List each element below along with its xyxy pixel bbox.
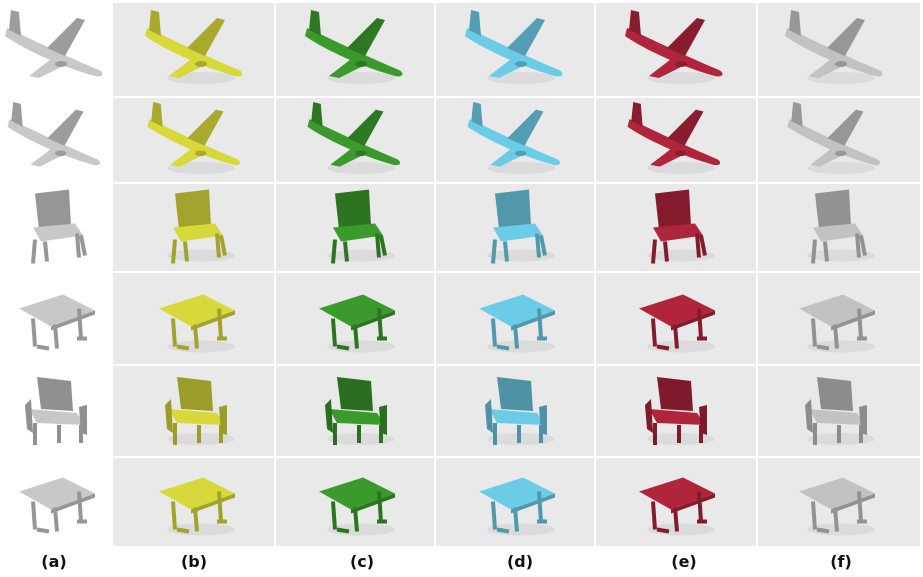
airplane-render-e-row-1-icon: [625, 10, 723, 78]
table-render-d-row-4-icon: [479, 294, 555, 351]
airplane-render-c-row-2-icon: [307, 102, 401, 167]
airplane-render-f-row-2-icon: [787, 102, 881, 167]
object-shadow: [807, 162, 875, 174]
airplane-render-b-row-2-icon: [147, 102, 241, 167]
armchair-render-d-row-5-icon: [485, 377, 547, 445]
table-render-c-row-4-icon: [319, 294, 395, 351]
object-shadow: [647, 162, 715, 174]
table-render-a-row-6-icon: [19, 477, 95, 534]
column-label-c: (c): [349, 552, 375, 571]
table-render-b-row-4-icon: [159, 294, 235, 351]
table-render-c-row-6-icon: [319, 477, 395, 534]
armchair-render-b-row-5-icon: [165, 377, 227, 445]
object-shadow: [167, 162, 235, 174]
table-render-e-row-4-icon: [639, 294, 715, 351]
chair-render-f-row-3-icon: [811, 189, 867, 264]
airplane-render-d-row-1-icon: [465, 10, 563, 78]
chair-render-b-row-3-icon: [171, 189, 227, 264]
airplane-render-a-row-2-icon: [7, 102, 101, 167]
airplane-render-e-row-2-icon: [627, 102, 721, 167]
airplane-render-b-row-1-icon: [145, 10, 243, 78]
table-render-f-row-4-icon: [799, 294, 875, 351]
object-shadow: [327, 162, 395, 174]
table-render-d-row-6-icon: [479, 477, 555, 534]
airplane-render-c-row-1-icon: [305, 10, 403, 78]
table-render-a-row-4-icon: [19, 294, 95, 351]
render-panel-background: [113, 3, 920, 546]
chair-render-e-row-3-icon: [651, 189, 707, 264]
chair-render-d-row-3-icon: [491, 189, 547, 264]
armchair-render-a-row-5-icon: [25, 377, 87, 445]
table-render-f-row-6-icon: [799, 477, 875, 534]
airplane-render-a-row-1-icon: [5, 10, 103, 78]
table-render-b-row-6-icon: [159, 477, 235, 534]
armchair-render-e-row-5-icon: [645, 377, 707, 445]
column-label-b: (b): [180, 552, 208, 571]
column-label-a: (a): [41, 552, 67, 571]
column-label-e: (e): [671, 552, 697, 571]
column-label-f: (f): [830, 552, 852, 571]
chair-render-a-row-3-icon: [31, 189, 87, 264]
column-label-d: (d): [506, 552, 534, 571]
table-render-e-row-6-icon: [639, 477, 715, 534]
armchair-render-f-row-5-icon: [805, 377, 867, 445]
armchair-render-c-row-5-icon: [325, 377, 387, 445]
chair-render-c-row-3-icon: [331, 189, 387, 264]
object-grid: [5, 3, 920, 546]
object-shadow: [487, 162, 555, 174]
airplane-render-f-row-1-icon: [785, 10, 883, 78]
airplane-render-d-row-2-icon: [467, 102, 561, 167]
